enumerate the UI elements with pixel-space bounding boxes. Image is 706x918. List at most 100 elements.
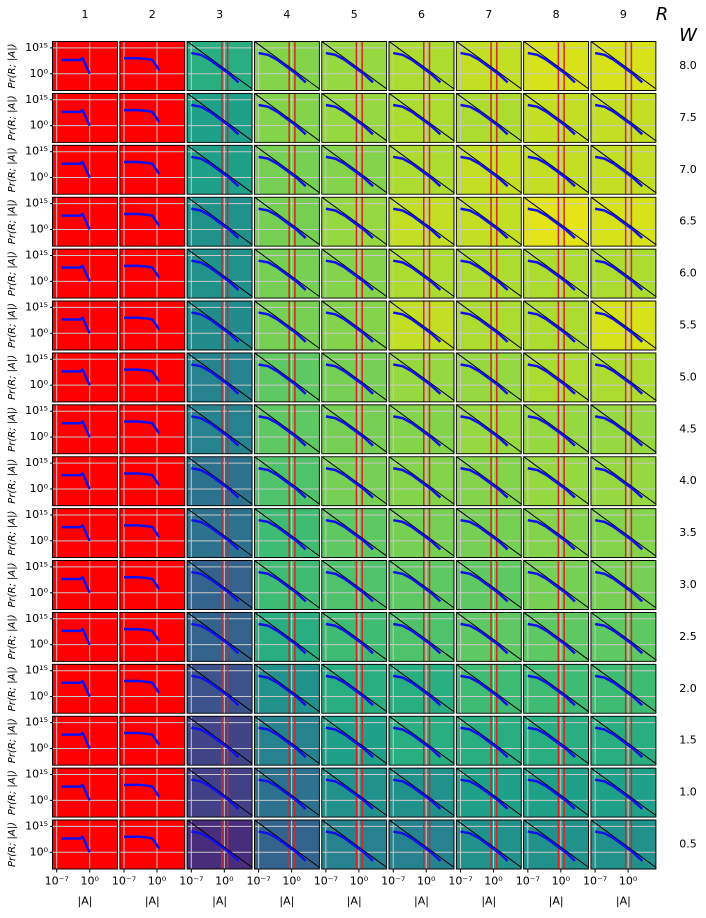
- panel: [523, 41, 590, 91]
- x-axis-label: |A|: [279, 895, 294, 908]
- panel-background: [119, 663, 186, 714]
- curve: [325, 622, 374, 655]
- panel-background: [119, 92, 186, 143]
- row-label: 1.5: [679, 734, 697, 747]
- panel: [523, 767, 590, 818]
- curve: [460, 103, 509, 136]
- curve: [258, 570, 307, 603]
- panel-frame: [388, 819, 455, 870]
- row-label: 3.0: [679, 578, 697, 591]
- panel-frame: [186, 611, 253, 662]
- panel: [253, 196, 320, 247]
- reference-line: [523, 819, 590, 869]
- curve: [124, 316, 161, 331]
- y-axis-label: Pr(R; |A|): [7, 355, 18, 400]
- curve: [191, 622, 240, 655]
- row-label: 2.0: [679, 682, 697, 695]
- curve: [191, 415, 240, 447]
- panel-frame: [321, 508, 388, 559]
- panel: [388, 767, 455, 818]
- panel-frame: [321, 456, 388, 507]
- x-tick-label: 10⁰: [282, 875, 301, 888]
- reference-line: [388, 508, 455, 557]
- panel: [523, 560, 590, 610]
- curve: [460, 415, 509, 447]
- panel-frame: [119, 196, 186, 247]
- panel: [253, 352, 320, 403]
- reference-line: [523, 144, 590, 194]
- panel-frame: [590, 352, 657, 403]
- panel: [388, 41, 455, 91]
- panel: [186, 819, 253, 870]
- panel: [119, 248, 186, 299]
- panel-frame: [455, 41, 522, 91]
- curve: [594, 103, 644, 136]
- curve: [191, 103, 240, 136]
- y-tick-label: 10¹⁵: [25, 612, 48, 625]
- panel-frame: [523, 560, 590, 610]
- curve: [392, 207, 442, 240]
- panel-frame: [455, 300, 522, 351]
- curve: [258, 674, 307, 707]
- panel-frame: [253, 560, 320, 610]
- panel: [455, 663, 522, 714]
- y-axis-label: Pr(R; |A|): [7, 199, 18, 244]
- panel: [253, 248, 320, 299]
- reference-line: [253, 560, 320, 609]
- panel: [186, 41, 253, 91]
- panel-frame: [52, 767, 118, 818]
- panel-frame: [388, 41, 455, 91]
- reference-line: [523, 248, 590, 298]
- panel: [388, 144, 455, 195]
- reference-line: [253, 819, 320, 869]
- panel: [253, 663, 320, 714]
- panel-frame: [455, 144, 522, 195]
- panel: [455, 819, 522, 870]
- row-label: 6.5: [679, 215, 697, 228]
- panel: [388, 611, 455, 662]
- x-tick-label: 10⁰: [148, 875, 167, 888]
- panel: [455, 144, 522, 195]
- panel: [590, 144, 657, 195]
- row-label: 7.0: [679, 163, 697, 176]
- curve: [325, 103, 374, 136]
- curve: [191, 726, 240, 759]
- x-tick-label: 10⁰: [215, 875, 234, 888]
- curve: [61, 783, 91, 801]
- reference-line: [253, 92, 320, 142]
- reference-line: [321, 560, 388, 609]
- y-axis-label: Pr(R; |A|): [7, 43, 18, 88]
- curve: [124, 212, 161, 227]
- panel-frame: [186, 248, 253, 299]
- y-axis-label: Pr(R; |A|): [7, 407, 18, 452]
- panel: [119, 196, 186, 247]
- curve: [124, 472, 161, 487]
- curve: [325, 830, 374, 862]
- curve: [392, 518, 442, 551]
- curve: [594, 830, 644, 862]
- reference-line: [523, 715, 590, 765]
- panel-frame: [455, 404, 522, 455]
- curve: [258, 830, 307, 862]
- row-label: 0.5: [679, 838, 697, 851]
- reference-line: [455, 767, 522, 817]
- curve: [124, 420, 161, 435]
- curve: [527, 674, 576, 707]
- curve: [61, 264, 91, 282]
- panel-frame: [321, 144, 388, 195]
- reference-line: [523, 663, 590, 713]
- curve: [460, 259, 509, 291]
- panel: [186, 248, 253, 299]
- panel-frame: [186, 404, 253, 455]
- x-tick-label: 10⁻⁷: [179, 875, 203, 888]
- panel-frame: [590, 196, 657, 247]
- panel-frame: [523, 404, 590, 455]
- curve: [594, 363, 644, 395]
- panel-frame: [253, 819, 320, 870]
- x-tick-label: 10⁰: [619, 875, 638, 888]
- panel-frame: [523, 352, 590, 403]
- x-tick-label: 10⁻⁷: [247, 875, 271, 888]
- panel-frame: [321, 92, 388, 143]
- curve: [61, 420, 91, 438]
- panel-frame: [455, 196, 522, 247]
